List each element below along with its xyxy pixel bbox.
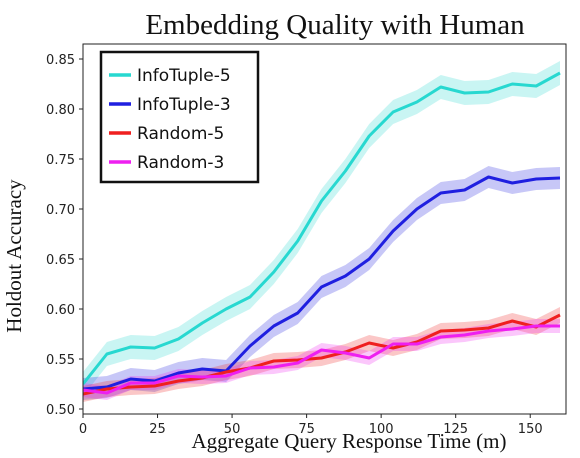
- x-tick-label: 150: [518, 422, 543, 437]
- x-tick-label: 50: [224, 422, 241, 437]
- y-tick-label: 0.65: [46, 253, 75, 268]
- y-tick-label: 0.60: [46, 303, 75, 318]
- line-infotuple-5: [83, 71, 561, 385]
- y-tick-label: 0.50: [46, 403, 75, 418]
- y-tick-label: 0.70: [46, 203, 75, 218]
- chart-title: Embedding Quality with Human: [145, 9, 525, 41]
- legend-label-infotuple-3: InfoTuple-3: [137, 95, 231, 115]
- legend-label-random-3: Random-3: [137, 153, 224, 173]
- line-infotuple-3: [83, 175, 561, 391]
- band-infotuple-5: [83, 61, 560, 396]
- line-random-5: [83, 313, 561, 396]
- x-axis-ticks: 0 25 50 75 100 125 150: [79, 414, 543, 437]
- x-tick-label: 0: [79, 422, 87, 437]
- legend-label-infotuple-5: InfoTuple-5: [137, 66, 231, 86]
- legend: InfoTuple-5 InfoTuple-3 Random-5 Random-3: [99, 50, 260, 184]
- band-infotuple-3: [83, 166, 560, 400]
- y-tick-label: 0.85: [46, 53, 75, 68]
- x-tick-label: 25: [149, 422, 166, 437]
- plot-frame: [82, 43, 567, 415]
- legend-label-random-5: Random-5: [137, 124, 224, 144]
- y-tick-label: 0.80: [46, 103, 75, 118]
- x-tick-label: 125: [443, 422, 468, 437]
- band-random-3: [83, 319, 560, 400]
- y-axis-ticks: 0.50 0.55 0.60 0.65 0.70 0.75 0.80 0.85: [46, 53, 83, 418]
- x-axis-label: Aggregate Query Response Time (m): [192, 429, 507, 453]
- x-tick-label: 100: [369, 422, 394, 437]
- y-tick-label: 0.75: [46, 153, 75, 168]
- x-tick-label: 75: [298, 422, 315, 437]
- line-random-3: [83, 324, 560, 395]
- y-axis-label: Holdout Accuracy: [2, 179, 26, 333]
- y-tick-label: 0.55: [46, 353, 75, 368]
- series-lines: [83, 71, 561, 396]
- plot-area: [83, 61, 561, 402]
